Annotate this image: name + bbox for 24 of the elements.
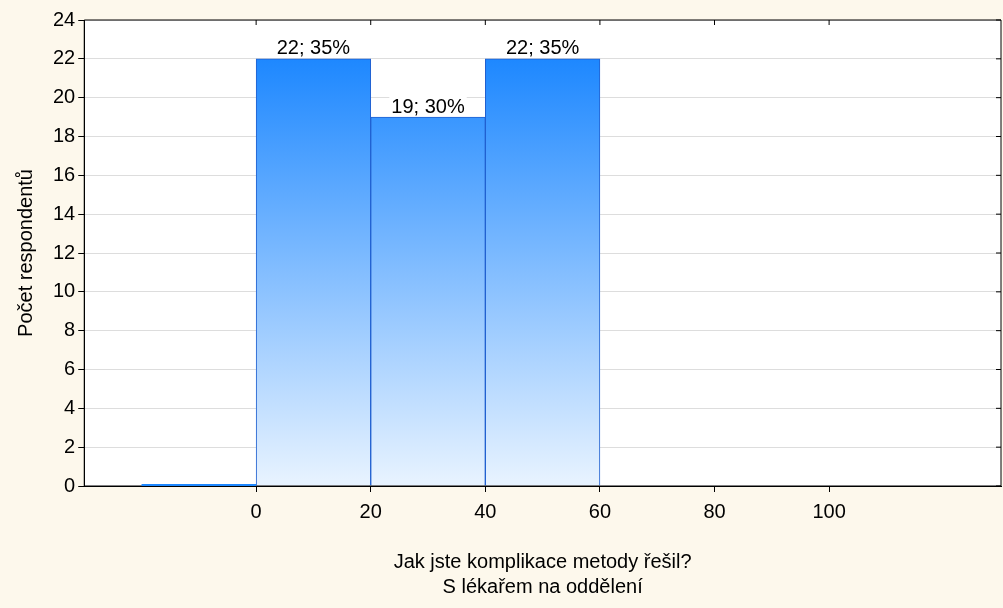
x-tick-label: 40 bbox=[474, 499, 497, 522]
x-tick-label: 20 bbox=[359, 499, 382, 522]
data-label: 19; 30% bbox=[391, 94, 465, 117]
x-tick-label: 0 bbox=[250, 499, 262, 522]
y-tick-label: 14 bbox=[53, 201, 76, 224]
y-tick-label: 8 bbox=[64, 318, 76, 341]
y-tick-label: 22 bbox=[53, 46, 76, 69]
x-tick-label: 80 bbox=[703, 499, 726, 522]
data-label: 22; 35% bbox=[276, 36, 351, 59]
y-tick-label: 6 bbox=[64, 357, 76, 380]
x-tick-label: 100 bbox=[812, 499, 846, 522]
y-axis-title: Počet respondentů bbox=[13, 169, 36, 337]
y-tick-label: 0 bbox=[64, 473, 76, 496]
y-tick-label: 12 bbox=[53, 240, 76, 263]
x-axis-title: Jak jste komplikace metody řešil? S lékařem na oddělení bbox=[393, 550, 692, 598]
y-tick-label: 20 bbox=[53, 85, 76, 108]
y-tick-label: 4 bbox=[64, 395, 76, 418]
data-label: 22; 35% bbox=[505, 36, 580, 59]
y-tick-label: 16 bbox=[53, 162, 76, 185]
y-tick-label: 18 bbox=[53, 124, 76, 147]
y-tick-label: 24 bbox=[53, 7, 76, 30]
x-tick-label: 60 bbox=[588, 499, 612, 522]
y-tick-label: 2 bbox=[64, 434, 76, 457]
y-tick-label: 10 bbox=[53, 279, 76, 302]
